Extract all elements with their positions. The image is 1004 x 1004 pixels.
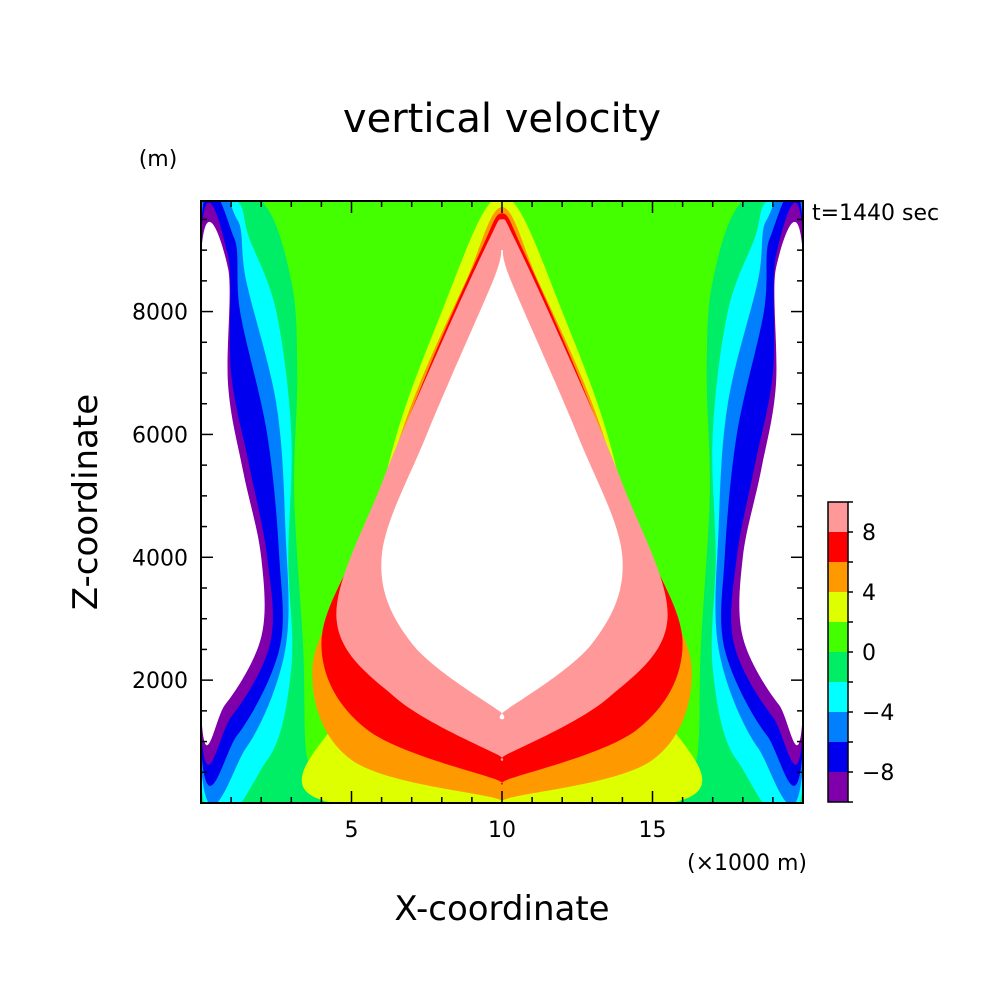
colorbar-swatch bbox=[828, 742, 848, 772]
colorbar-swatch bbox=[828, 622, 848, 652]
contour-band-below-min-left bbox=[201, 222, 265, 745]
plot-area bbox=[201, 201, 803, 803]
colorbar-tick-label: −4 bbox=[862, 701, 894, 726]
x-tick-label: 10 bbox=[488, 818, 516, 843]
x-axis-title: X-coordinate bbox=[394, 889, 609, 929]
colorbar-swatch bbox=[828, 502, 848, 532]
x-axis-ticks: 5 10 15 bbox=[230, 201, 774, 843]
y-axis-title: Z-coordinate bbox=[66, 394, 106, 610]
colorbar-tick-label: 8 bbox=[862, 521, 876, 546]
colorbar-swatch bbox=[828, 772, 848, 802]
colorbar-tick-label: 4 bbox=[862, 581, 876, 606]
colorbar-swatch bbox=[828, 682, 848, 712]
colorbar: −8 −4 0 4 8 bbox=[827, 501, 894, 803]
contour-band-below-min-right bbox=[739, 222, 803, 745]
x-unit-label: (×1000 m) bbox=[687, 851, 807, 876]
x-tick-label: 5 bbox=[345, 818, 359, 843]
x-tick-label: 15 bbox=[639, 818, 667, 843]
colorbar-swatch bbox=[828, 652, 848, 682]
colorbar-swatch bbox=[828, 532, 848, 562]
y-axis-ticks: 2000 4000 6000 8000 bbox=[132, 218, 803, 774]
chart-title: vertical velocity bbox=[343, 96, 661, 142]
contour-band-above-max bbox=[381, 250, 623, 720]
y-tick-label: 4000 bbox=[132, 546, 188, 571]
colorbar-swatch bbox=[828, 562, 848, 592]
y-tick-label: 6000 bbox=[132, 423, 188, 448]
colorbar-tick-label: −8 bbox=[862, 761, 894, 786]
y-unit-label: (m) bbox=[139, 147, 178, 172]
colorbar-swatch bbox=[828, 592, 848, 622]
time-label: t=1440 sec bbox=[812, 201, 939, 226]
colorbar-swatch bbox=[828, 712, 848, 742]
y-tick-label: 8000 bbox=[132, 301, 188, 326]
colorbar-tick-label: 0 bbox=[862, 641, 876, 666]
y-tick-label: 2000 bbox=[132, 669, 188, 694]
